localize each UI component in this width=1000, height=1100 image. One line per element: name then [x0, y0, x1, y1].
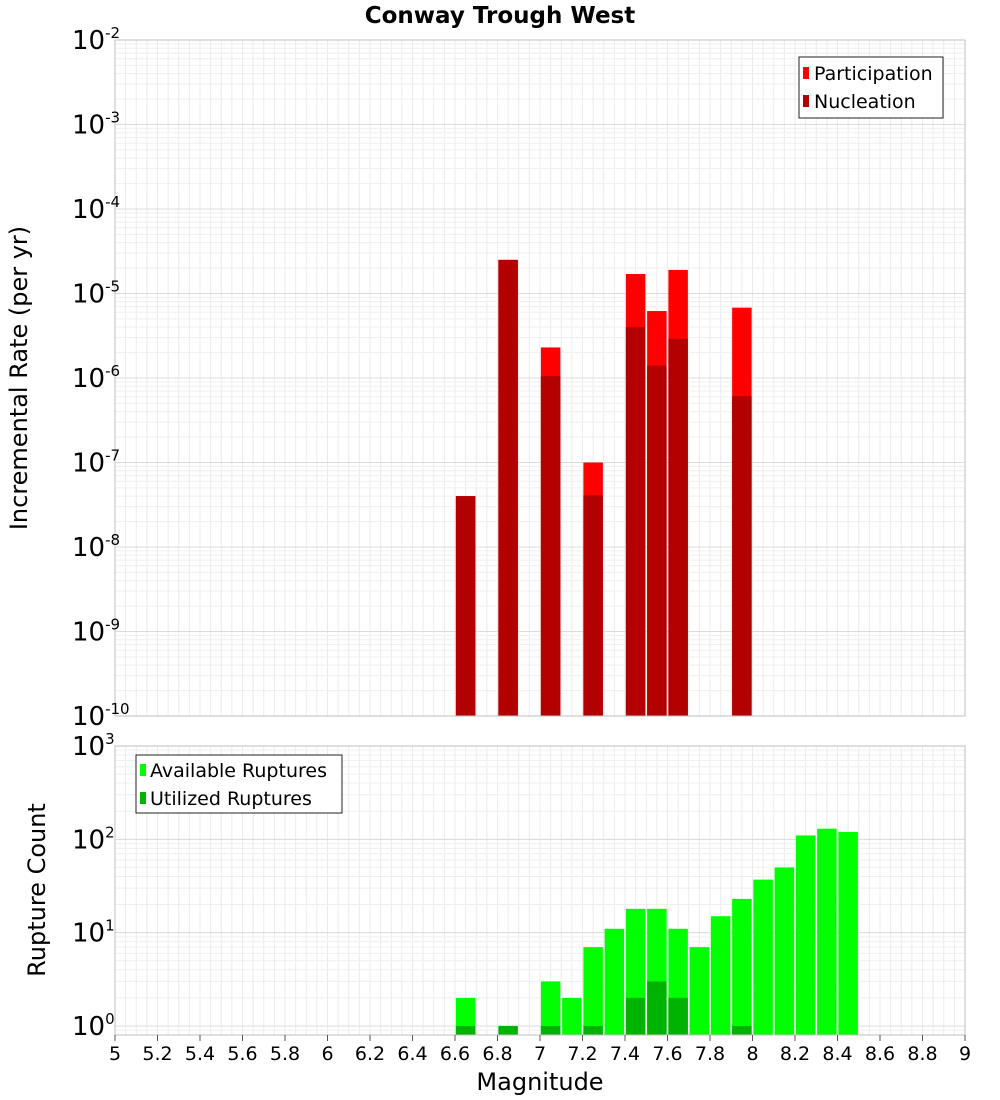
x-axis-label: Magnitude: [476, 1068, 603, 1096]
available-ruptures-bar: [583, 947, 603, 1035]
rate-panel: 10-2 10-3 10-4 10-5 10-6 10-7 10-8 10-9 10-10 Par…: [72, 24, 966, 732]
rate-grid: [114, 40, 966, 717]
x-tick-label: 8.4: [822, 1043, 852, 1065]
nucleation-bar: [498, 259, 518, 716]
count-bars: [455, 828, 858, 1035]
y-tick-label: 10-10: [72, 700, 130, 732]
x-tick-label: 7.6: [652, 1043, 682, 1065]
rate-legend: Participation Nucleation: [798, 56, 944, 119]
available-ruptures-bar: [604, 928, 625, 1035]
available-ruptures-bar: [732, 898, 752, 1035]
count-y-axis-label: Rupture Count: [23, 803, 51, 977]
legend-label: Utilized Ruptures: [150, 788, 312, 810]
rate-plot-border: [114, 39, 966, 717]
count-legend: Available Ruptures Utilized Ruptures: [135, 754, 343, 814]
rate-bars: [455, 259, 752, 716]
x-tick-label: 7.8: [695, 1043, 725, 1065]
utilized-ruptures-bar: [668, 997, 688, 1035]
nucleation-bar: [625, 327, 646, 716]
rupture-count-panel: 103 102 101 100 Available Ruptures Utilized R…: [72, 730, 971, 1065]
chart-title: Conway Trough West: [365, 3, 635, 29]
y-tick-label: 10-2: [72, 24, 120, 56]
y-tick-label: 10-5: [72, 278, 120, 310]
available-ruptures-bar: [689, 947, 710, 1035]
y-tick-label: 103: [72, 730, 115, 762]
x-tick-label: 5.4: [185, 1043, 215, 1065]
x-tick-label: 6.4: [397, 1043, 427, 1065]
x-tick-label: 5.2: [142, 1043, 172, 1065]
y-tick-label: 10-7: [72, 447, 120, 479]
y-tick-label: 10-9: [72, 616, 120, 648]
available-ruptures-bar: [562, 997, 582, 1035]
nucleation-bar: [455, 496, 476, 716]
nucleation-bar: [668, 338, 688, 716]
utilized-ruptures-bar: [732, 1025, 752, 1035]
legend-swatch: [803, 95, 809, 107]
utilized-ruptures-bar: [540, 1025, 561, 1035]
available-ruptures-bar: [795, 835, 816, 1035]
available-ruptures-bar: [455, 997, 476, 1035]
available-ruptures-bar: [774, 867, 795, 1035]
y-tick-label: 101: [72, 917, 115, 949]
y-tick-label: 10-6: [72, 362, 120, 394]
x-tick-label: 7.2: [567, 1043, 597, 1065]
legend-swatch: [140, 764, 146, 776]
legend-box: [135, 754, 343, 814]
y-tick-label: 100: [72, 1010, 115, 1042]
available-ruptures-bar: [753, 879, 773, 1035]
y-tick-label: 102: [72, 823, 115, 855]
available-ruptures-bar: [710, 916, 731, 1035]
legend-box: [798, 56, 944, 119]
x-tick-label: 5: [109, 1043, 121, 1065]
legend-swatch: [140, 792, 146, 804]
legend-label: Nucleation: [814, 91, 916, 113]
count-y-ticks: 103 102 101 100: [72, 730, 115, 1042]
nucleation-bar: [540, 376, 561, 716]
utilized-ruptures-bar: [625, 997, 646, 1035]
rate-y-axis-label: Incremental Rate (per yr): [5, 226, 33, 530]
y-tick-label: 10-3: [72, 109, 120, 141]
x-tick-label: 5.8: [270, 1043, 300, 1065]
x-tick-label: 6.2: [355, 1043, 385, 1065]
nucleation-bar: [583, 495, 603, 716]
y-tick-label: 10-8: [72, 531, 120, 563]
available-ruptures-bar: [838, 831, 858, 1035]
x-tick-label: 8.6: [865, 1043, 895, 1065]
rate-y-ticks: 10-2 10-3 10-4 10-5 10-6 10-7 10-8 10-9 10-10: [72, 24, 130, 732]
x-tick-label: 8.2: [780, 1043, 810, 1065]
legend-swatch: [803, 67, 809, 79]
legend-label: Participation: [814, 63, 933, 85]
x-tick-label: 8: [746, 1043, 758, 1065]
x-ticks: 5 5.2 5.4 5.6 5.8 6 6.2 6.4 6.6 6.8 7 7.2 7.4 7.6 7.8 8…: [109, 1035, 971, 1065]
x-tick-label: 7: [534, 1043, 546, 1065]
x-tick-label: 8.8: [907, 1043, 937, 1065]
utilized-ruptures-bar: [455, 1025, 476, 1035]
x-tick-label: 6.6: [440, 1043, 470, 1065]
nucleation-bar: [647, 365, 667, 716]
x-tick-label: 9: [959, 1043, 971, 1065]
utilized-ruptures-bar: [647, 981, 667, 1035]
x-tick-label: 6: [321, 1043, 333, 1065]
utilized-ruptures-bar: [498, 1025, 518, 1035]
available-ruptures-bar: [817, 828, 837, 1035]
legend-label: Available Ruptures: [150, 760, 327, 782]
available-ruptures-bar: [540, 981, 561, 1035]
utilized-ruptures-bar: [583, 1025, 603, 1035]
nucleation-bar: [732, 396, 752, 716]
x-tick-label: 7.4: [610, 1043, 640, 1065]
x-tick-label: 5.6: [227, 1043, 257, 1065]
x-tick-label: 6.8: [482, 1043, 512, 1065]
y-tick-label: 10-4: [72, 193, 120, 225]
